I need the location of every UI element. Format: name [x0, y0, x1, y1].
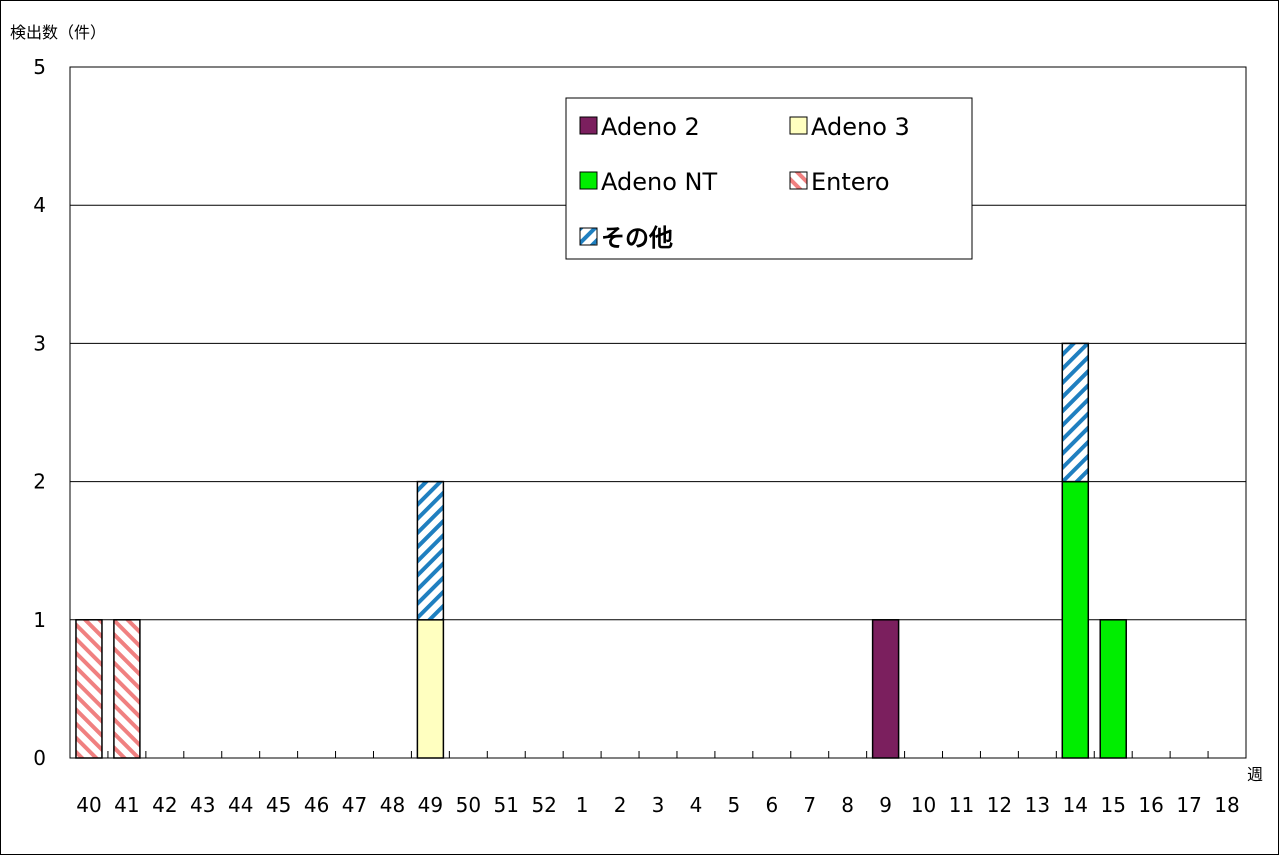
axes — [69, 66, 1247, 759]
x-tick-label: 17 — [1176, 793, 1201, 817]
legend-label-adeno-2: Adeno 2 — [601, 113, 700, 141]
x-tick-label: 13 — [1025, 793, 1050, 817]
plot-area — [69, 66, 1247, 759]
x-tick-label: 44 — [228, 793, 253, 817]
x-tick-label: 49 — [418, 793, 443, 817]
x-tick-label: 6 — [765, 793, 778, 817]
bar-entero-week-41 — [113, 619, 141, 759]
y-tick-label: 1 — [33, 608, 46, 632]
x-tick-label: 45 — [266, 793, 291, 817]
legend-label-adeno-3: Adeno 3 — [811, 113, 910, 141]
y-axis-ticks: 0 1 2 3 4 5 — [33, 55, 46, 770]
legend-swatch-adeno-2 — [579, 116, 598, 135]
x-tick-label: 43 — [190, 793, 215, 817]
y-axis-title: 検出数（件） — [10, 23, 106, 42]
y-tick-label: 3 — [33, 331, 46, 355]
legend-label-adeno-nt: Adeno NT — [601, 168, 717, 196]
x-tick-label: 46 — [304, 793, 329, 817]
x-tick-label: 12 — [987, 793, 1012, 817]
x-tick-label: 48 — [380, 793, 405, 817]
bar-adeno-nt-week-14 — [1061, 480, 1090, 759]
bar-adeno-3-week-49 — [416, 619, 445, 759]
x-tick-label: 50 — [456, 793, 481, 817]
x-tick-label: 5 — [728, 793, 741, 817]
bar-entero-week-40 — [75, 619, 103, 759]
bar-adeno-nt-week-15 — [1099, 619, 1127, 759]
y-tick-label: 5 — [33, 55, 46, 79]
x-tick-label: 3 — [652, 793, 665, 817]
x-tick-label: 9 — [879, 793, 892, 817]
x-tick-label: 8 — [841, 793, 854, 817]
x-tick-label: 42 — [152, 793, 177, 817]
legend-swatch-adeno-3 — [789, 116, 808, 135]
legend-swatch-entero — [789, 171, 808, 190]
x-tick-label: 14 — [1063, 793, 1088, 817]
x-tick-label: 51 — [494, 793, 519, 817]
x-tick-label: 52 — [531, 793, 556, 817]
legend-swatch-other — [579, 227, 598, 246]
x-tick-label: 16 — [1138, 793, 1163, 817]
x-axis-ticks: 40 41 42 43 44 45 46 47 48 49 50 51 52 1 2 3 4 5 6 7 8 9 10 11 1… — [69, 751, 1247, 817]
bar-other-week-14 — [1061, 342, 1090, 483]
x-tick-label: 41 — [114, 793, 139, 817]
x-tick-label: 2 — [614, 793, 627, 817]
legend-box — [565, 97, 973, 260]
x-tick-label: 10 — [911, 793, 936, 817]
x-tick-label: 1 — [576, 793, 589, 817]
bar-other-week-49 — [416, 480, 445, 621]
legend-label-entero: Entero — [811, 168, 890, 196]
y-tick-label: 0 — [33, 746, 46, 770]
bars — [75, 342, 1127, 759]
y-tick-label: 2 — [33, 470, 46, 494]
legend-label-other: その他 — [601, 224, 673, 252]
x-tick-label: 40 — [76, 793, 101, 817]
legend-swatch-adeno-nt — [579, 171, 598, 190]
x-tick-label: 11 — [949, 793, 974, 817]
x-axis-title: 週 — [1247, 765, 1263, 784]
x-tick-label: 18 — [1214, 793, 1239, 817]
x-tick-label: 7 — [803, 793, 816, 817]
y-tick-label: 4 — [33, 193, 46, 217]
x-tick-label: 47 — [342, 793, 367, 817]
x-tick-label: 15 — [1100, 793, 1125, 817]
legend: Adeno 2 Adeno 3 Adeno NT Entero その他 — [565, 97, 973, 260]
bar-adeno-2-week-9 — [871, 619, 900, 759]
x-tick-label: 4 — [690, 793, 703, 817]
